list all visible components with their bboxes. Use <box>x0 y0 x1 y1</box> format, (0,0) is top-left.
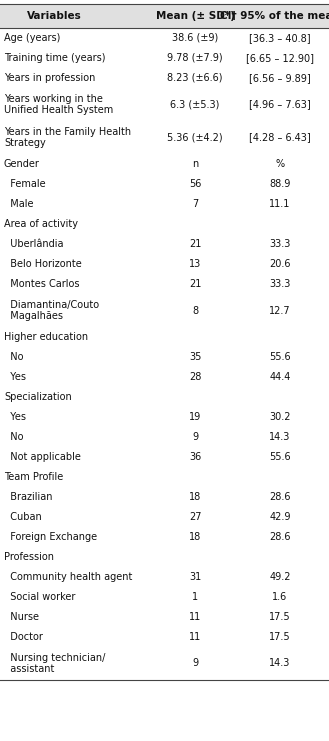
Text: 28.6: 28.6 <box>269 532 291 542</box>
Text: Diamantina/Couto
  Magalhães: Diamantina/Couto Magalhães <box>4 299 99 322</box>
Text: 28.6: 28.6 <box>269 492 291 502</box>
Text: 12.7: 12.7 <box>269 305 291 316</box>
Text: Doctor: Doctor <box>4 632 43 642</box>
Text: 17.5: 17.5 <box>269 612 291 622</box>
Text: Uberlândia: Uberlândia <box>4 239 63 249</box>
Text: 35: 35 <box>189 352 201 362</box>
Text: Male: Male <box>4 199 34 209</box>
Text: [6.56 – 9.89]: [6.56 – 9.89] <box>249 73 311 83</box>
Text: 7: 7 <box>192 199 198 209</box>
Text: 17.5: 17.5 <box>269 632 291 642</box>
Text: 11: 11 <box>189 612 201 622</box>
Text: 28: 28 <box>189 372 201 382</box>
Text: 11: 11 <box>189 632 201 642</box>
Text: 20.6: 20.6 <box>269 259 291 269</box>
Text: [4.28 – 6.43]: [4.28 – 6.43] <box>249 133 311 142</box>
Text: 56: 56 <box>189 179 201 189</box>
Text: Brazilian: Brazilian <box>4 492 53 502</box>
Text: 31: 31 <box>189 572 201 582</box>
Text: 1.6: 1.6 <box>272 592 288 602</box>
Text: 44.4: 44.4 <box>269 372 291 382</box>
Text: Belo Horizonte: Belo Horizonte <box>4 259 82 269</box>
Text: Yes: Yes <box>4 372 26 382</box>
Text: Community health agent: Community health agent <box>4 572 132 582</box>
Text: 13: 13 <box>189 259 201 269</box>
Text: Higher education: Higher education <box>4 332 88 342</box>
Text: Montes Carlos: Montes Carlos <box>4 279 80 289</box>
Text: 18: 18 <box>189 492 201 502</box>
Text: Years in profession: Years in profession <box>4 73 95 83</box>
Text: 36: 36 <box>189 452 201 462</box>
Text: 14.3: 14.3 <box>269 432 291 442</box>
Text: Gender: Gender <box>4 159 40 169</box>
Text: 55.6: 55.6 <box>269 452 291 462</box>
Text: [6.65 – 12.90]: [6.65 – 12.90] <box>246 53 314 63</box>
Text: Female: Female <box>4 179 46 189</box>
Text: Specialization: Specialization <box>4 392 72 402</box>
Bar <box>0 4 329 28</box>
Text: Years in the Family Health
Strategy: Years in the Family Health Strategy <box>4 127 131 148</box>
Text: 9: 9 <box>192 659 198 668</box>
Text: Nursing technician/
  assistant: Nursing technician/ assistant <box>4 653 105 674</box>
Text: Not applicable: Not applicable <box>4 452 81 462</box>
Text: 11.1: 11.1 <box>269 199 291 209</box>
Text: [4.96 – 7.63]: [4.96 – 7.63] <box>249 99 311 110</box>
Text: Foreign Exchange: Foreign Exchange <box>4 532 97 542</box>
Text: 9.78 (±7.9): 9.78 (±7.9) <box>167 53 223 63</box>
Text: Social worker: Social worker <box>4 592 75 602</box>
Text: Nurse: Nurse <box>4 612 39 622</box>
Text: 1: 1 <box>192 592 198 602</box>
Text: Team Profile: Team Profile <box>4 472 63 482</box>
Text: 5.36 (±4.2): 5.36 (±4.2) <box>167 133 223 142</box>
Text: Training time (years): Training time (years) <box>4 53 106 63</box>
Text: No: No <box>4 352 23 362</box>
Text: Variables: Variables <box>27 11 81 21</box>
Text: 14.3: 14.3 <box>269 659 291 668</box>
Text: 38.6 (±9): 38.6 (±9) <box>172 33 218 43</box>
Text: 6.3 (±5.3): 6.3 (±5.3) <box>170 99 220 110</box>
Text: 8.23 (±6.6): 8.23 (±6.6) <box>167 73 223 83</box>
Text: Area of activity: Area of activity <box>4 219 78 229</box>
Text: 30.2: 30.2 <box>269 412 291 422</box>
Text: 21: 21 <box>189 279 201 289</box>
Text: Mean (± SD*): Mean (± SD*) <box>156 11 235 21</box>
Text: 42.9: 42.9 <box>269 512 291 522</box>
Text: 33.3: 33.3 <box>269 239 291 249</box>
Text: 9: 9 <box>192 432 198 442</box>
Text: 27: 27 <box>189 512 201 522</box>
Text: [36.3 – 40.8]: [36.3 – 40.8] <box>249 33 311 43</box>
Text: Years working in the
Unified Health System: Years working in the Unified Health Syst… <box>4 93 113 116</box>
Text: Profession: Profession <box>4 552 54 562</box>
Text: %: % <box>275 159 285 169</box>
Text: 19: 19 <box>189 412 201 422</box>
Text: 8: 8 <box>192 305 198 316</box>
Text: n: n <box>192 159 198 169</box>
Text: 33.3: 33.3 <box>269 279 291 289</box>
Text: Yes: Yes <box>4 412 26 422</box>
Text: 18: 18 <box>189 532 201 542</box>
Text: 49.2: 49.2 <box>269 572 291 582</box>
Text: Cuban: Cuban <box>4 512 42 522</box>
Text: 88.9: 88.9 <box>269 179 291 189</box>
Text: CI† 95% of the mean: CI† 95% of the mean <box>220 11 329 21</box>
Text: 55.6: 55.6 <box>269 352 291 362</box>
Text: 21: 21 <box>189 239 201 249</box>
Text: No: No <box>4 432 23 442</box>
Text: Age (years): Age (years) <box>4 33 61 43</box>
